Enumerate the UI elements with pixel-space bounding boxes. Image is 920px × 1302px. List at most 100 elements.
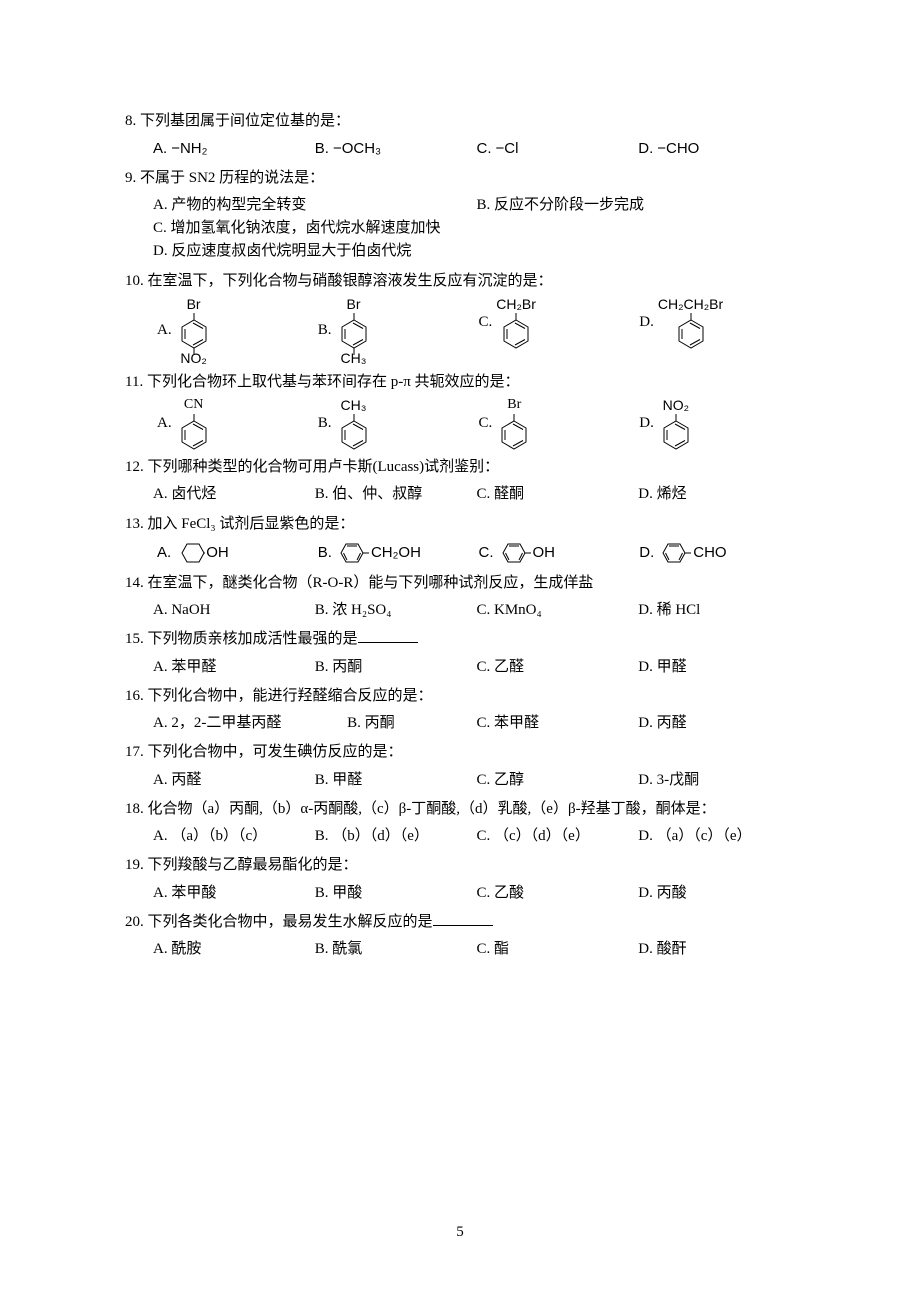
struct-benzene-cho: CHO [658,540,726,566]
q9-opt-a: A. 产物的构型完全转变 [153,194,477,217]
q12-opt-d: D. 烯烃 [638,483,800,506]
q19-opt-b: B. 甲酸 [315,882,477,905]
q19-opt-c: C. 乙酸 [477,882,639,905]
q10-options: A. Br NO₂ B. Br CH₃ C. CH₂Br [125,297,800,365]
benzene-icon [336,414,372,450]
q17-options: A. 丙醛 B. 甲醛 C. 乙醇 D. 3-戊酮 [125,769,800,792]
q13-opt-c: C. OH [479,540,640,566]
q13-stem: 13. 加入 FeCl₃ 试剂后显紫色的是： [125,513,800,536]
q14-opt-b: B. 浓 H₂SO₄ [315,599,477,622]
q10-stem: 10. 在室温下，下列化合物与硝酸银醇溶液发生反应有沉淀的是： [125,270,800,293]
q9: 9. 不属于 SN2 历程的说法是： A. 产物的构型完全转变 B. 反应不分阶… [125,167,800,264]
q13-opt-b: B. CH₂OH [318,540,479,566]
q20: 20. 下列各类化合物中，最易发生水解反应的是 A. 酰胺 B. 酰氯 C. 酯… [125,911,800,962]
q12: 12. 下列哪种类型的化合物可用卢卡斯(Lucass)试剂鉴别： A. 卤代烃 … [125,456,800,507]
exam-page: 8. 下列基团属于间位定位基的是： A. −NH₂ B. −OCH₃ C. −C… [0,0,920,1302]
q18-opt-d: D. （a）（c）（e） [638,825,800,848]
q15-options: A. 苯甲醛 B. 丙酮 C. 乙醛 D. 甲醛 [125,656,800,679]
q20-opt-c: C. 酯 [477,938,639,961]
q11-opt-b: B. CH₃ [318,398,479,450]
benzene-icon [176,313,212,349]
q15: 15. 下列物质亲核加成活性最强的是 A. 苯甲醛 B. 丙酮 C. 乙醛 D.… [125,628,800,679]
benzene-icon [336,313,372,349]
q10-opt-d: D. CH₂CH₂Br [639,297,800,349]
q16-opt-d: D. 丙醛 [638,712,800,735]
q12-options: A. 卤代烃 B. 伯、仲、叔醇 C. 醛酮 D. 烯烃 [125,483,800,506]
q18-opt-c: C. （c）（d）（e） [477,825,639,848]
q15-stem: 15. 下列物质亲核加成活性最强的是 [125,628,800,651]
q8-opt-d: D. −CHO [638,137,800,160]
q15-opt-c: C. 乙醛 [477,656,639,679]
q16-opt-b: B. 丙酮 [347,712,476,735]
q9-stem: 9. 不属于 SN2 历程的说法是： [125,167,800,190]
q9-opt-d: D. 反应速度叔卤代烷明显大于伯卤代烷 [125,240,800,263]
q9-opt-b: B. 反应不分阶段一步完成 [477,194,801,217]
q12-opt-b: B. 伯、仲、叔醇 [315,483,477,506]
q20-opt-b: B. 酰氯 [315,938,477,961]
q20-opt-d: D. 酸酐 [638,938,800,961]
benzene-side-icon [336,540,370,566]
benzene-icon [658,414,694,450]
benzene-icon [176,414,212,450]
q14-opt-d: D. 稀 HCl [638,599,800,622]
q8-opt-a: A. −NH₂ [153,137,315,160]
q8: 8. 下列基团属于间位定位基的是： A. −NH₂ B. −OCH₃ C. −C… [125,110,800,161]
q14-opt-a: A. NaOH [153,599,315,622]
q16: 16. 下列化合物中，能进行羟醛缩合反应的是： A. 2，2-二甲基丙醛 B. … [125,685,800,736]
q18-options: A. （a）（b）（c） B. （b）（d）（e） C. （c）（d）（e） D… [125,825,800,848]
q9-opt-c: C. 增加氢氧化钠浓度，卤代烷水解速度加快 [125,217,800,240]
q13-options: A. OH B. CH₂OH C. OH [125,540,800,566]
hexagon-icon [175,540,205,566]
struct-benzene-br-no2: Br NO₂ [176,297,212,365]
q16-opt-a: A. 2，2-二甲基丙醛 [153,712,347,735]
struct-benzene-br: Br [496,398,532,450]
q11-opt-d: D. NO₂ [639,398,800,450]
q20-stem: 20. 下列各类化合物中，最易发生水解反应的是 [125,911,800,934]
benzene-side-icon [658,540,692,566]
q11-options: A. CN B. CH₃ C. Br [125,398,800,450]
struct-benzene-ch3: CH₃ [336,398,372,450]
q17-opt-d: D. 3-戊酮 [638,769,800,792]
struct-benzene-br-ch3: Br CH₃ [336,297,372,365]
q14-options: A. NaOH B. 浓 H₂SO₄ C. KMnO₄ D. 稀 HCl [125,599,800,622]
q18-opt-b: B. （b）（d）（e） [315,825,477,848]
q20-opt-a: A. 酰胺 [153,938,315,961]
q10-opt-b: B. Br CH₃ [318,297,479,365]
struct-benzene-no2: NO₂ [658,398,694,450]
q8-options: A. −NH₂ B. −OCH₃ C. −Cl D. −CHO [125,137,800,160]
q11-opt-c: C. Br [479,398,640,450]
q11-stem: 11. 下列化合物环上取代基与苯环间存在 p-π 共轭效应的是： [125,371,800,394]
benzene-icon [496,414,532,450]
q10-opt-c: C. CH₂Br [479,297,640,349]
struct-benzene-ch2br: CH₂Br [496,297,536,349]
q12-opt-a: A. 卤代烃 [153,483,315,506]
q11-opt-a: A. CN [157,398,318,450]
q8-opt-c: C. −Cl [477,137,639,160]
q13: 13. 加入 FeCl₃ 试剂后显紫色的是： A. OH B. CH₂OH C. [125,513,800,566]
q9-row1: A. 产物的构型完全转变 B. 反应不分阶段一步完成 [125,194,800,217]
q11: 11. 下列化合物环上取代基与苯环间存在 p-π 共轭效应的是： A. CN B… [125,371,800,450]
q19-stem: 19. 下列羧酸与乙醇最易酯化的是： [125,854,800,877]
q16-opt-c: C. 苯甲醛 [476,712,638,735]
q18-stem: 18. 化合物（a）丙酮,（b）α-丙酮酸,（c）β-丁酮酸,（d）乳酸,（e）… [125,798,800,821]
blank-line [433,911,493,926]
q13-opt-a: A. OH [157,540,318,566]
q15-opt-b: B. 丙酮 [315,656,477,679]
struct-benzene-ch2ch2br: CH₂CH₂Br [658,297,723,349]
q14-opt-c: C. KMnO₄ [477,599,639,622]
q17-opt-b: B. 甲醛 [315,769,477,792]
struct-cyclohexane-oh: OH [175,540,229,566]
q20-options: A. 酰胺 B. 酰氯 C. 酯 D. 酸酐 [125,938,800,961]
benzene-icon [673,313,709,349]
q17-stem: 17. 下列化合物中，可发生碘仿反应的是： [125,741,800,764]
q15-opt-a: A. 苯甲醛 [153,656,315,679]
q19-options: A. 苯甲酸 B. 甲酸 C. 乙酸 D. 丙酸 [125,882,800,905]
q12-opt-c: C. 醛酮 [477,483,639,506]
struct-benzene-cn: CN [176,398,212,450]
benzene-icon [498,313,534,349]
q14: 14. 在室温下，醚类化合物（R-O-R）能与下列哪种试剂反应，生成佯盐 A. … [125,572,800,623]
q18: 18. 化合物（a）丙酮,（b）α-丙酮酸,（c）β-丁酮酸,（d）乳酸,（e）… [125,798,800,849]
q17-opt-c: C. 乙醇 [477,769,639,792]
q8-opt-b: B. −OCH₃ [315,137,477,160]
q18-opt-a: A. （a）（b）（c） [153,825,315,848]
